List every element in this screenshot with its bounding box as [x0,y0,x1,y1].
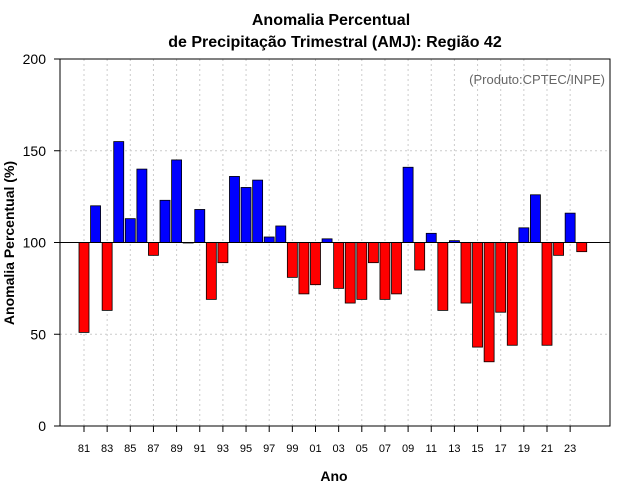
x-tick-label: 99 [286,443,298,455]
bar-07 [379,242,391,300]
bar-17 [495,242,507,313]
bar-24 [576,242,588,253]
x-axis-label: Ano [320,468,347,484]
bar-12 [437,242,449,311]
bar-18 [506,242,518,346]
y-axis: 0 50 100 150 200 [23,51,60,434]
bar-99 [286,242,298,278]
x-tick-label: 89 [170,443,182,455]
bar-85 [124,218,136,243]
bar-15 [472,242,483,348]
chart-title: Anomalia Percentual [252,12,410,29]
bar-23 [564,212,576,243]
bar-11 [425,232,437,243]
bars-layer [78,141,588,363]
x-tick-label: 85 [124,443,136,455]
bar-95 [240,187,252,243]
x-tick-label: 21 [541,443,553,455]
x-tick-label: 83 [101,443,113,455]
chart-subtitle: de Precipitação Trimestral (AMJ): Região… [168,34,502,51]
y-tick-label: 100 [23,235,47,251]
x-tick-label: 11 [426,443,437,455]
bar-06 [367,242,379,264]
x-tick-label: 17 [495,443,507,455]
x-tick-label: 87 [147,443,159,455]
bar-09 [402,166,414,243]
bar-21 [541,242,553,346]
bar-96 [252,179,264,243]
bar-94 [229,176,240,243]
bar-01 [310,242,321,286]
x-tick-label: 95 [240,443,252,455]
bar-14 [460,242,472,304]
bar-98 [275,225,287,243]
y-axis-label: Anomalia Percentual (%) [1,161,17,325]
x-tick-label: 01 [309,443,321,455]
source-annotation: (Produto:CPTEC/INPE) [469,72,605,87]
x-tick-label: 13 [448,443,460,455]
bar-91 [194,209,206,243]
y-tick-label: 150 [23,143,47,159]
bar-81 [78,242,90,333]
bar-97 [263,236,275,243]
bar-92 [205,242,217,300]
x-tick-label: 05 [356,443,368,455]
y-tick-label: 200 [23,51,47,67]
x-tick-label: 81 [78,443,90,455]
x-tick-label: 03 [333,443,345,455]
bar-93 [217,242,229,264]
bar-04 [344,242,356,304]
x-tick-label: 97 [263,443,275,455]
x-tick-label: 15 [471,443,483,455]
y-tick-label: 50 [30,326,46,342]
bar-08 [391,242,402,295]
bar-82 [90,205,101,243]
y-tick-label: 0 [38,418,46,434]
grid-layer [60,58,610,427]
bar-03 [333,242,345,289]
bar-89 [171,159,183,243]
bar-87 [148,242,159,256]
bar-02 [321,238,333,243]
bar-10 [414,242,426,271]
bar-88 [159,199,171,243]
x-tick-label: 07 [379,443,391,455]
bar-20 [530,194,541,243]
bar-86 [136,168,148,243]
x-tick-label: 23 [564,443,576,455]
x-tick-label: 09 [402,443,414,455]
x-tick-label: 91 [194,443,206,455]
bar-83 [101,242,113,311]
bar-19 [518,227,530,243]
x-tick-label: 19 [518,443,530,455]
x-axis: 81 83 85 87 89 91 93 95 97 99 01 03 05 07 09 11 13 15 17 19… [78,426,576,455]
bar-84 [113,141,125,243]
bar-16 [483,242,495,363]
bar-00 [298,242,310,295]
x-tick-label: 93 [217,443,229,455]
bar-22 [553,242,564,256]
bar-05 [356,242,368,300]
